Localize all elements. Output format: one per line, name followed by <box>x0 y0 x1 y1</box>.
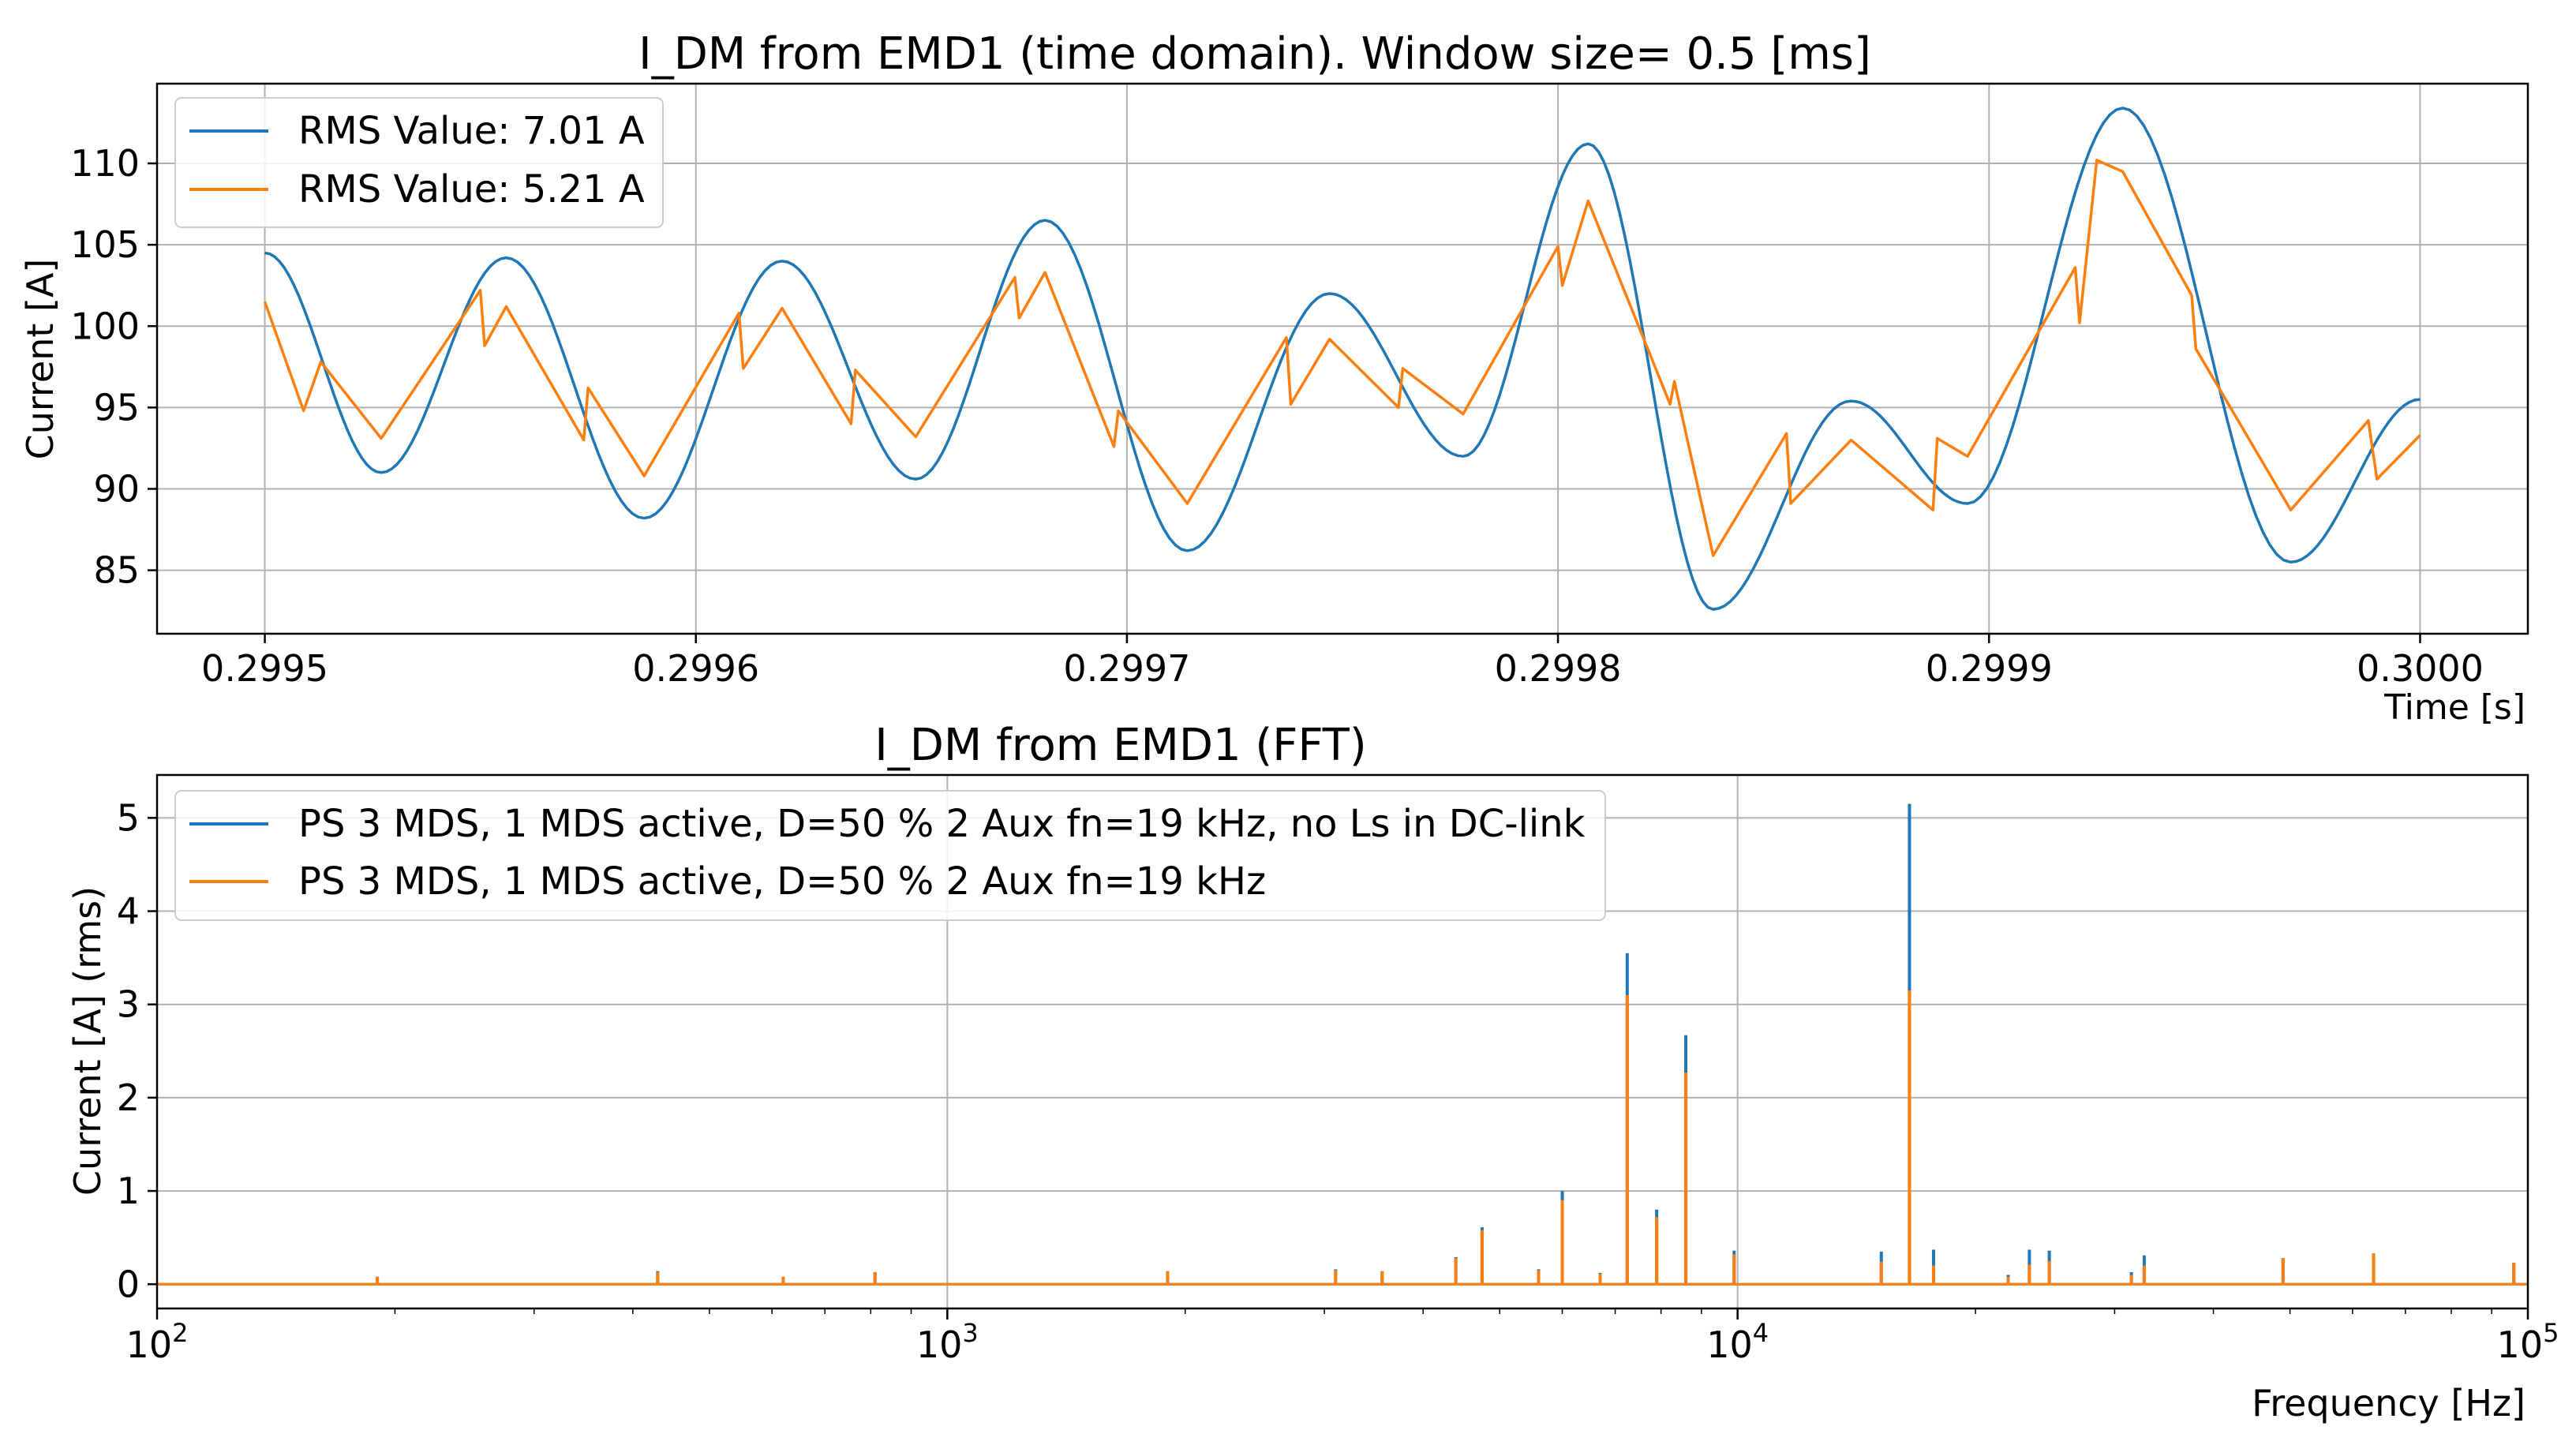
fft-x-tick-label: 105 <box>2497 1318 2559 1366</box>
fft-y-tick-label: 1 <box>117 1170 140 1212</box>
fft-legend-label-1: PS 3 MDS, 1 MDS active, D=50 % 2 Aux fn=… <box>298 802 1586 846</box>
time-chart-title: I_DM from EMD1 (time domain). Window siz… <box>638 28 1871 80</box>
fft-x-tick-label: 104 <box>1706 1318 1769 1366</box>
time-x-tick-label: 0.2999 <box>1926 647 2053 690</box>
time-y-tick-label: 105 <box>70 223 140 266</box>
time-x-tick-label: 0.2997 <box>1063 647 1190 690</box>
time-chart-y-ticks: 85 90 95 100 105 110 <box>70 142 157 592</box>
time-chart-y-label: Current [A] <box>19 259 62 460</box>
time-chart-series <box>263 107 2421 611</box>
time-legend-label-2: RMS Value: 5.21 A <box>298 167 645 212</box>
fft-chart-legend-box <box>174 790 1606 921</box>
time-x-tick-label: 0.3000 <box>2357 647 2484 690</box>
time-chart-legend-box <box>174 97 664 228</box>
fft-chart-frame <box>155 773 2529 1310</box>
time-legend-label-1: RMS Value: 7.01 A <box>298 109 645 153</box>
time-series-line-1 <box>264 107 2421 611</box>
fft-chart-x-label: Frequency [Hz] <box>2252 1382 2525 1424</box>
fft-chart-title: I_DM from EMD1 (FFT) <box>874 720 1366 771</box>
time-y-tick-label: 100 <box>70 305 140 347</box>
time-x-tick-label: 0.2998 <box>1495 647 1622 690</box>
fft-x-tick-label: 103 <box>916 1318 979 1366</box>
fft-x-tick-label: 102 <box>126 1318 189 1366</box>
time-chart-grid <box>157 84 2528 634</box>
time-chart-x-label: Time [s] <box>2383 687 2525 728</box>
fft-chart-legend: PS 3 MDS, 1 MDS active, D=50 % 2 Aux fn=… <box>174 790 1606 921</box>
fft-chart-x-ticks: 102 103 104 105 <box>126 1308 2559 1366</box>
time-x-tick-label: 0.2996 <box>632 647 759 690</box>
time-y-tick-label: 110 <box>70 142 140 185</box>
fft-y-tick-label: 2 <box>117 1076 140 1119</box>
fft-chart-series <box>157 803 2528 1286</box>
time-y-tick-label: 85 <box>93 549 140 592</box>
fft-chart-y-label: Current [A] (rms) <box>66 886 109 1196</box>
time-y-tick-label: 90 <box>93 467 140 510</box>
fft-y-tick-label: 5 <box>117 796 140 839</box>
fft-y-tick-label: 0 <box>117 1263 140 1305</box>
time-chart-frame <box>155 82 2529 635</box>
time-chart-x-ticks: 0.2995 0.2996 0.2997 0.2998 0.2999 0.3000 <box>201 634 2484 690</box>
fft-legend-label-2: PS 3 MDS, 1 MDS active, D=50 % 2 Aux fn=… <box>298 859 1266 904</box>
time-series-line-2 <box>263 159 2421 557</box>
fft-y-tick-label: 3 <box>117 983 140 1026</box>
time-chart-legend: RMS Value: 7.01 A RMS Value: 5.21 A <box>174 97 664 228</box>
fft-y-tick-label: 4 <box>117 890 140 933</box>
time-x-tick-label: 0.2995 <box>201 647 328 690</box>
fft-chart-y-ticks: 0 1 2 3 4 5 <box>117 796 157 1305</box>
time-y-tick-label: 95 <box>93 386 140 429</box>
fft-chart: I_DM from EMD1 (FFT) 102 103 104 105 0 1 2 3 4 5… <box>66 720 2559 1424</box>
time-domain-chart: I_DM from EMD1 (time domain). Window siz… <box>19 28 2529 728</box>
